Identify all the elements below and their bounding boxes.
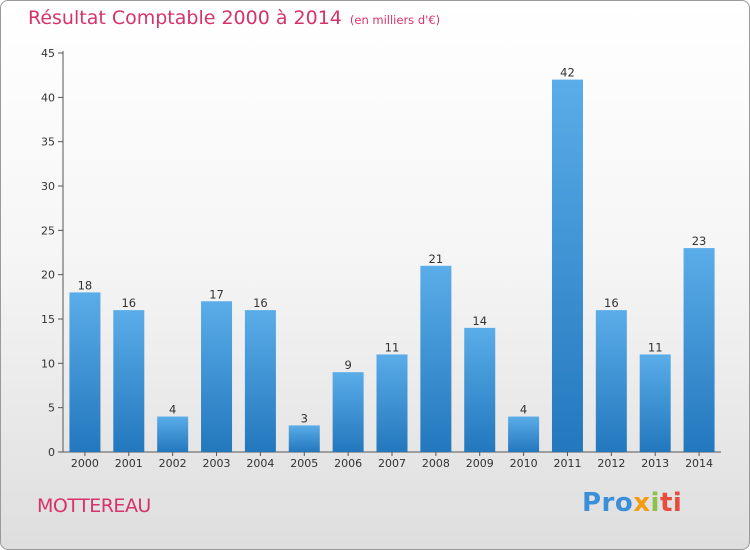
y-tick-label: 25 [41,224,55,237]
bar-2002 [157,416,189,452]
x-tick-label-2013: 2013 [641,457,669,470]
chart-subtitle: (en milliers d'€) [349,13,441,27]
logo-part: i [650,488,660,518]
bar-2009 [464,327,496,452]
bar-2004 [244,310,276,452]
bar-2007 [376,354,408,452]
x-tick-label-2012: 2012 [597,457,625,470]
title-row: Résultat Comptable 2000 à 2014 (en millie… [28,7,440,29]
data-label-2012: 16 [604,296,619,310]
data-label-2011: 42 [560,66,575,80]
bar-2005 [288,425,320,452]
y-tick-label: 45 [41,47,55,60]
bars [69,79,715,452]
x-tick-label-2010: 2010 [510,457,538,470]
y-tick-label: 15 [41,313,55,326]
logo-part: x [633,488,651,518]
y-tick-label: 40 [41,91,55,104]
x-tick-label-2005: 2005 [290,457,318,470]
chart-title: Résultat Comptable 2000 à 2014 [28,7,342,29]
commune-name: MOTTEREAU [37,495,151,517]
data-label-2002: 4 [169,403,176,417]
x-tick-label-2011: 2011 [553,457,581,470]
logo-part: ti [659,488,683,518]
data-label-2001: 16 [121,296,136,310]
data-label-2009: 14 [472,314,487,328]
y-tick-label: 0 [48,446,55,459]
bar-2003 [201,301,233,452]
y-tick-label: 10 [41,357,55,370]
data-label-2010: 4 [520,403,527,417]
bar-2012 [595,310,627,452]
data-label-2005: 3 [301,411,308,425]
x-tick-label-2007: 2007 [378,457,406,470]
bar-2001 [113,310,145,452]
data-label-2008: 21 [429,252,444,266]
data-labels: 18 16 4 17 16 3 9 11 21 14 4 42 16 11 23 [78,66,707,426]
x-tick-label-2003: 2003 [203,457,231,470]
x-tick-label-2002: 2002 [159,457,187,470]
x-tick-label-2008: 2008 [422,457,450,470]
bar-2014 [683,248,715,452]
data-label-2006: 9 [344,358,351,372]
data-label-2003: 17 [209,287,224,301]
logo-part: Pro [582,488,634,518]
data-label-2013: 11 [648,340,663,354]
bar-2013 [639,354,671,452]
y-tick-label: 5 [48,402,55,415]
proxiti-logo: Proxiti [582,488,682,518]
data-label-2000: 18 [78,278,93,292]
y-tick-label: 35 [41,136,55,149]
x-tick-label-2001: 2001 [115,457,143,470]
data-label-2014: 23 [692,234,707,248]
data-label-2004: 16 [253,296,268,310]
x-tick-label-2004: 2004 [246,457,274,470]
y-tick-label: 20 [41,269,55,282]
x-tick-label-2006: 2006 [334,457,362,470]
bar-2011 [551,79,583,452]
x-tick-label-2000: 2000 [71,457,99,470]
bar-2006 [332,372,364,452]
x-tick-label-2009: 2009 [466,457,494,470]
data-label-2007: 11 [385,340,400,354]
y-tick-label: 30 [41,180,55,193]
bar-2010 [508,416,540,452]
x-tick-label-2014: 2014 [685,457,713,470]
bar-2008 [420,265,452,452]
bar-2000 [69,292,101,452]
